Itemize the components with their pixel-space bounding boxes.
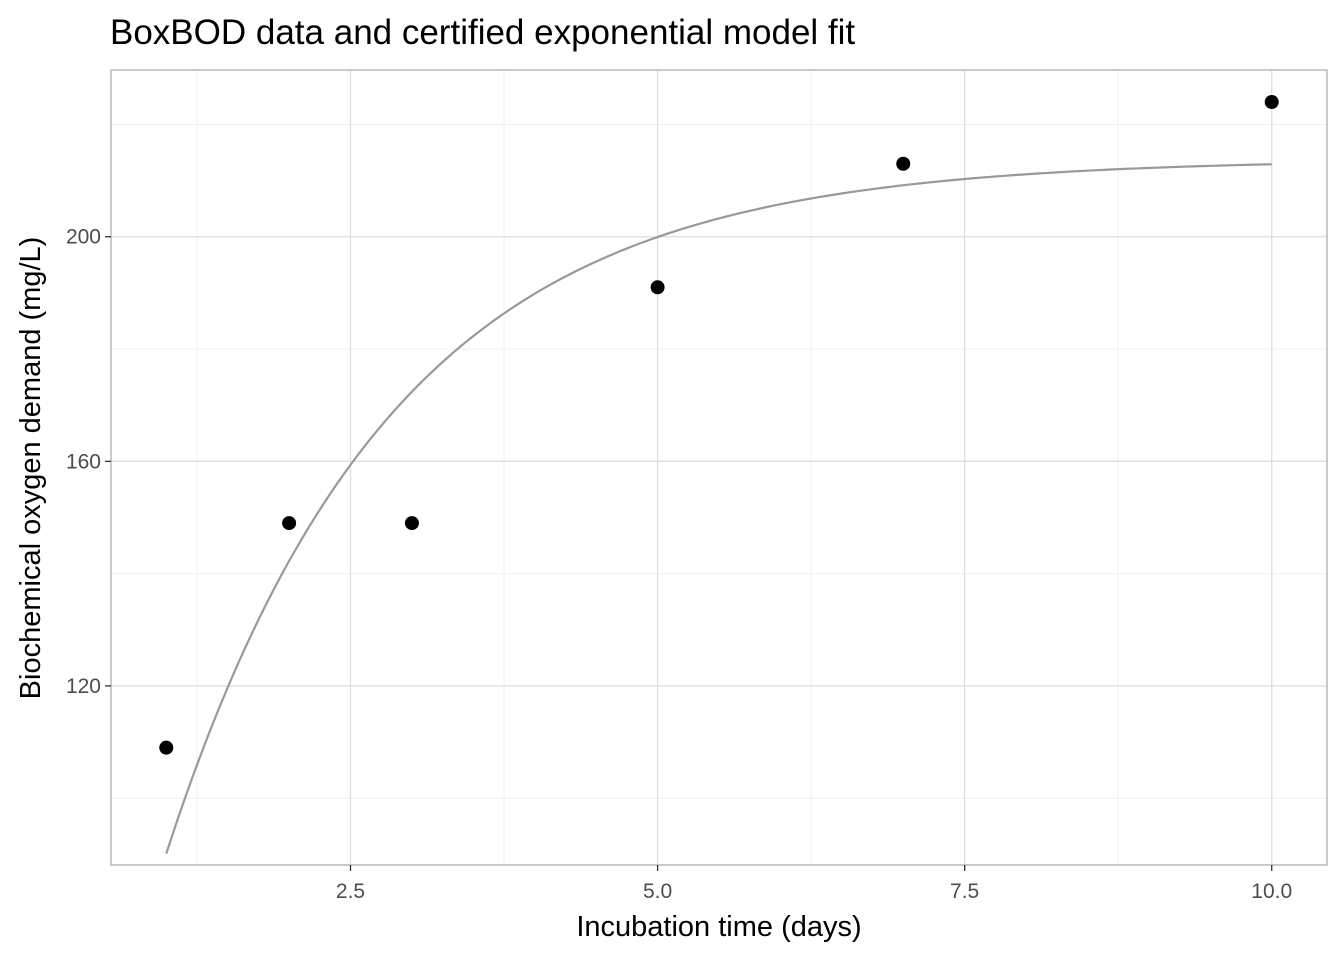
data-point <box>159 740 174 755</box>
x-tick-label: 7.5 <box>950 880 979 903</box>
data-points-layer <box>159 95 1279 755</box>
x-tick-label: 10.0 <box>1251 880 1292 903</box>
data-point <box>1264 95 1279 110</box>
y-axis-title: Biochemical oxygen demand (mg/L) <box>15 237 47 700</box>
y-tick-label: 120 <box>66 675 101 698</box>
x-axis-ticks: 2.5 5.0 7.5 10.0 <box>336 865 1292 903</box>
major-gridlines <box>111 70 1327 865</box>
x-tick-label: 2.5 <box>336 880 365 903</box>
x-tick-label: 5.0 <box>643 880 672 903</box>
data-point <box>650 280 665 295</box>
y-tick-label: 160 <box>66 450 101 473</box>
fit-curve-layer <box>165 163 1272 855</box>
chart-title: BoxBOD data and certified exponential mo… <box>110 13 855 52</box>
y-tick-label: 200 <box>66 226 101 249</box>
minor-gridlines <box>111 70 1327 865</box>
fit-curve <box>165 163 1272 855</box>
data-point <box>896 156 911 171</box>
y-axis-ticks: 120 160 200 <box>66 226 111 698</box>
x-axis-title: Incubation time (days) <box>576 911 861 943</box>
data-point <box>404 516 419 531</box>
panel-border <box>110 69 1328 866</box>
data-point <box>282 516 297 531</box>
